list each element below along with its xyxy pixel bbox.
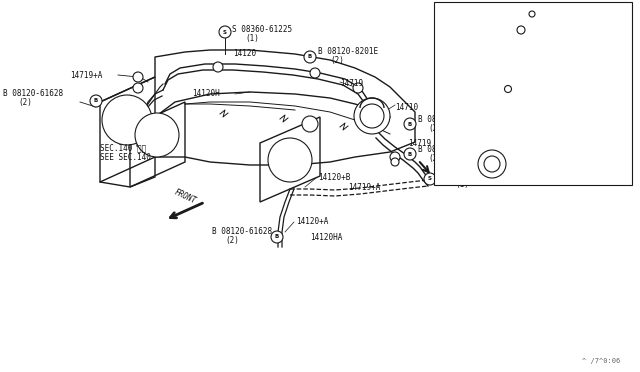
Text: 14120HA: 14120HA	[310, 232, 342, 241]
Text: B: B	[408, 151, 412, 157]
Text: 14120H: 14120H	[192, 90, 220, 99]
Text: 14120+A: 14120+A	[540, 79, 570, 85]
Text: ALL [0993-   ]: ALL [0993- ]	[440, 17, 499, 25]
Circle shape	[390, 152, 400, 162]
Text: ^ /7^0:06: ^ /7^0:06	[582, 358, 620, 364]
Text: SEC.140 参照: SEC.140 参照	[100, 144, 147, 153]
Circle shape	[478, 150, 506, 178]
Text: SEE SEC.140: SEE SEC.140	[100, 154, 151, 163]
Circle shape	[504, 86, 511, 93]
Text: (2): (2)	[225, 237, 239, 246]
Text: B 08120-8201E: B 08120-8201E	[418, 145, 478, 154]
Text: 14719: 14719	[340, 80, 363, 89]
Circle shape	[484, 156, 500, 172]
Circle shape	[360, 104, 384, 128]
Circle shape	[517, 26, 525, 34]
Circle shape	[102, 95, 152, 145]
Text: (1): (1)	[245, 35, 259, 44]
FancyBboxPatch shape	[434, 2, 632, 185]
Text: 14719+A: 14719+A	[348, 183, 380, 192]
Circle shape	[354, 98, 390, 134]
Circle shape	[424, 173, 436, 185]
Text: B: B	[308, 55, 312, 60]
Text: CAL [0289-0993]: CAL [0289-0993]	[440, 9, 504, 15]
Text: S 08360-61225: S 08360-61225	[232, 26, 292, 35]
Circle shape	[90, 95, 102, 107]
Text: S: S	[428, 176, 432, 182]
Circle shape	[133, 72, 143, 82]
Text: 14120+A: 14120+A	[296, 218, 328, 227]
Text: B: B	[94, 99, 98, 103]
Circle shape	[404, 148, 416, 160]
Circle shape	[268, 138, 312, 182]
Text: 14120+B: 14120+B	[318, 173, 350, 182]
Text: S: S	[223, 29, 227, 35]
Circle shape	[213, 62, 223, 72]
Text: 14719: 14719	[408, 140, 431, 148]
Circle shape	[302, 116, 318, 132]
Circle shape	[304, 51, 316, 63]
Text: B 08120-61628: B 08120-61628	[212, 228, 272, 237]
Circle shape	[353, 83, 363, 93]
Text: B 08120-8701F: B 08120-8701F	[418, 115, 478, 125]
Text: (2): (2)	[428, 154, 442, 164]
Circle shape	[135, 113, 179, 157]
Text: 14730: 14730	[537, 29, 558, 35]
Text: S 08360-61225: S 08360-61225	[442, 170, 502, 180]
Text: 14710: 14710	[395, 103, 418, 112]
Circle shape	[310, 68, 320, 78]
Text: 14120: 14120	[233, 49, 256, 58]
Text: B 08120-61628: B 08120-61628	[3, 90, 63, 99]
Circle shape	[219, 26, 231, 38]
Circle shape	[391, 158, 399, 166]
Text: (2): (2)	[428, 125, 442, 134]
Text: (2): (2)	[18, 99, 32, 108]
Text: (2): (2)	[330, 57, 344, 65]
Text: B: B	[408, 122, 412, 126]
Text: (1): (1)	[455, 180, 469, 189]
Circle shape	[404, 118, 416, 130]
Circle shape	[529, 11, 535, 17]
Text: 14719+A: 14719+A	[70, 71, 102, 80]
Circle shape	[133, 83, 143, 93]
Text: FRONT: FRONT	[173, 188, 197, 206]
Text: B: B	[275, 234, 279, 240]
Text: B 08120-8201E: B 08120-8201E	[318, 48, 378, 57]
Circle shape	[271, 231, 283, 243]
